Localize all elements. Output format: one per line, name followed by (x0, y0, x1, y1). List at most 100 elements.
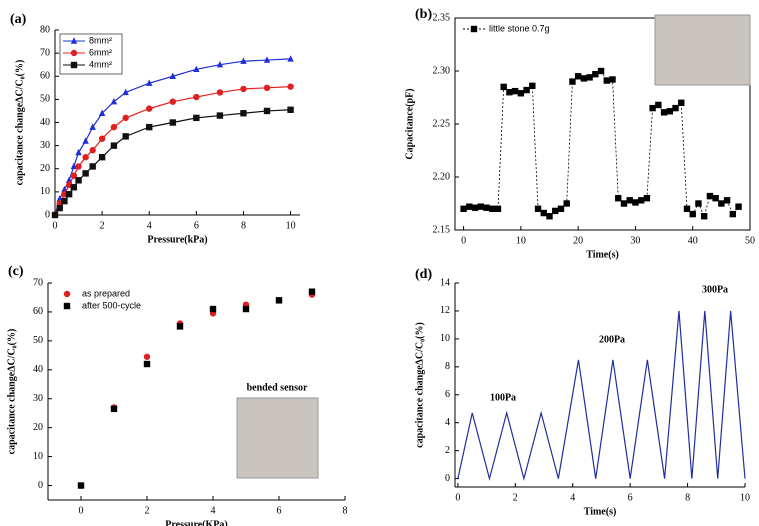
marker (193, 93, 200, 101)
x-tick-label: 50 (745, 235, 755, 246)
marker (176, 323, 184, 330)
y-tick-label: 2 (445, 445, 450, 456)
marker (546, 213, 553, 220)
x-axis-label: Pressure(KPa) (165, 519, 227, 526)
y-tick-label: 2.20 (433, 171, 451, 182)
marker (70, 37, 78, 44)
marker (70, 184, 78, 191)
x-tick-label: 4 (211, 505, 216, 516)
y-tick-label: 0 (445, 473, 450, 484)
x-tick-label: 10 (516, 235, 526, 246)
y-tick-label: 8 (445, 361, 450, 372)
y-axis-label: Capacitance(pF) (404, 88, 415, 159)
marker (557, 205, 565, 212)
legend-label: 6mm² (89, 47, 112, 57)
marker (597, 67, 605, 75)
y-tick-label: 70 (40, 47, 50, 58)
marker (466, 203, 473, 210)
marker (122, 133, 129, 140)
marker (706, 192, 714, 200)
marker (683, 205, 691, 212)
marker (534, 205, 542, 212)
inset-photo (654, 14, 751, 86)
marker (552, 207, 559, 215)
marker (240, 85, 247, 93)
y-tick-label: 50 (40, 94, 50, 105)
marker (540, 209, 547, 217)
legend-label: 4mm² (89, 59, 112, 69)
y-tick-label: 12 (440, 305, 450, 316)
marker (489, 205, 496, 212)
x-tick-label: 10 (740, 492, 750, 503)
marker (580, 75, 588, 82)
marker (240, 110, 247, 117)
marker (242, 305, 250, 313)
panel-label: (b) (415, 7, 432, 22)
y-tick-label: 0 (38, 480, 43, 491)
marker (632, 199, 639, 206)
y-tick-label: 40 (40, 117, 50, 128)
marker (735, 203, 742, 210)
marker (500, 83, 507, 91)
marker (592, 70, 599, 78)
marker (110, 97, 118, 105)
marker (51, 211, 59, 219)
series-line (54, 58, 291, 216)
annotation: 100Pa (490, 392, 516, 403)
marker (523, 86, 530, 94)
marker (110, 123, 118, 131)
marker (169, 119, 176, 126)
marker (506, 89, 513, 96)
y-tick-label: 20 (40, 163, 50, 174)
x-tick-label: 30 (630, 235, 640, 246)
marker (65, 190, 73, 198)
marker (89, 147, 96, 154)
marker (517, 90, 525, 97)
x-tick-label: 2 (100, 220, 105, 231)
marker (169, 98, 176, 105)
y-tick-label: 2.25 (433, 118, 451, 129)
marker (529, 82, 536, 90)
marker (678, 99, 685, 106)
y-tick-label: 60 (40, 71, 50, 82)
x-tick-label: 0 (461, 235, 466, 246)
marker (122, 114, 129, 122)
marker (275, 297, 283, 304)
marker (146, 123, 153, 131)
marker (122, 88, 129, 96)
marker (609, 76, 616, 83)
series-line (457, 310, 746, 481)
annotation: 200Pa (599, 334, 625, 345)
x-axis-label: Pressure(kPa) (147, 234, 207, 245)
x-tick-label: 40 (688, 235, 698, 246)
y-axis-label: capacitance changeΔC/C₀(%) (414, 322, 425, 448)
marker (718, 200, 725, 207)
y-tick-label: 2.30 (433, 65, 451, 76)
marker (216, 60, 224, 68)
marker (712, 195, 719, 202)
marker (216, 89, 224, 96)
marker (723, 197, 731, 204)
marker (700, 213, 708, 220)
panel-label: (d) (415, 267, 432, 282)
legend-label: 8mm² (89, 35, 112, 45)
marker (470, 25, 478, 33)
marker (666, 108, 674, 115)
marker (75, 148, 82, 156)
marker (82, 153, 89, 161)
x-tick-label: 2 (145, 505, 150, 516)
marker (626, 197, 633, 204)
marker (70, 162, 78, 170)
x-tick-label: 6 (628, 492, 633, 503)
x-tick-label: 2 (513, 492, 518, 503)
marker (240, 57, 247, 64)
y-tick-label: 4 (445, 417, 450, 428)
x-tick-label: 6 (277, 505, 282, 516)
y-axis-label: capacitance changeΔC/C₀(%) (14, 60, 25, 186)
y-tick-label: 14 (440, 277, 450, 288)
marker (209, 305, 217, 313)
marker (643, 195, 651, 202)
y-tick-label: 20 (33, 422, 43, 433)
marker (146, 79, 153, 86)
